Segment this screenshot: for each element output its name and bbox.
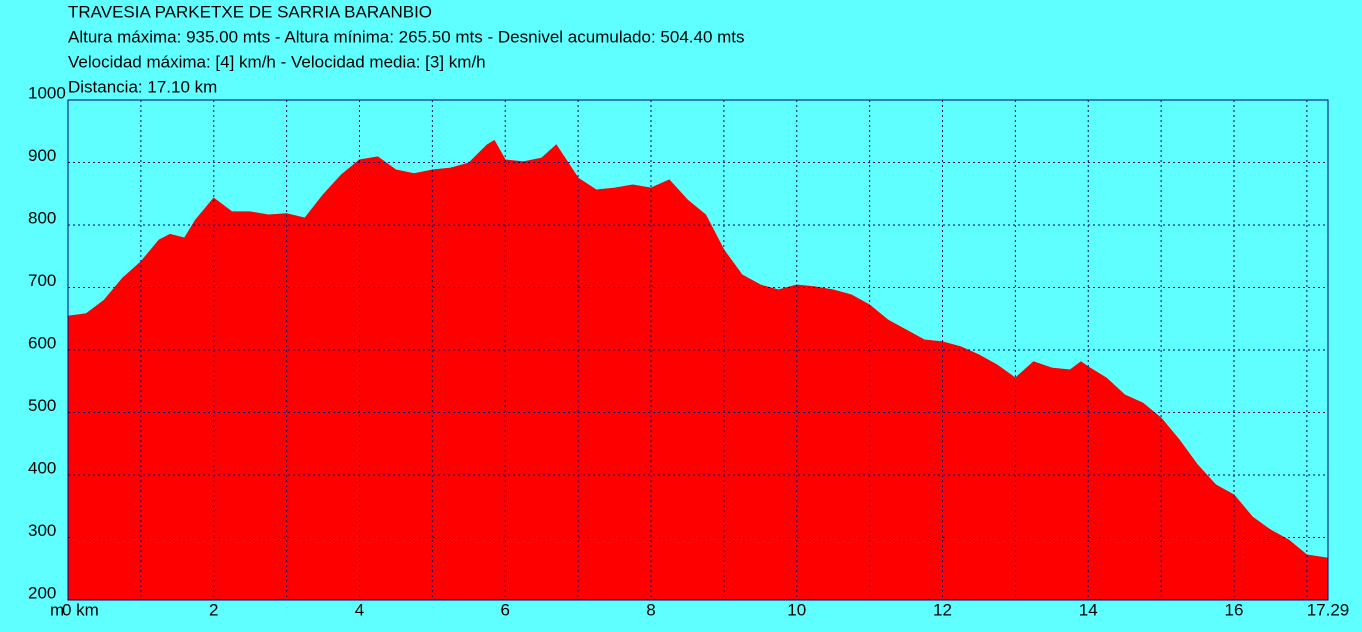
x-tick-label: 2 bbox=[209, 600, 218, 619]
y-tick-label: 1000 bbox=[28, 83, 66, 102]
x-tick-label: 17.29 bbox=[1307, 600, 1350, 619]
y-tick-label: 500 bbox=[28, 396, 56, 415]
y-tick-label: 200 bbox=[28, 583, 56, 602]
x-tick-label: 6 bbox=[501, 600, 510, 619]
subtitle: Altura máxima: 935.00 mts - Altura mínim… bbox=[68, 27, 745, 46]
y-unit: m bbox=[50, 600, 64, 619]
y-tick-label: 900 bbox=[28, 146, 56, 165]
x-tick-label: 10 bbox=[787, 600, 806, 619]
y-tick-label: 800 bbox=[28, 208, 56, 227]
x-tick-label: 0 km bbox=[62, 600, 99, 619]
y-tick-label: 300 bbox=[28, 521, 56, 540]
area bbox=[67, 139, 1329, 601]
subtitle: Velocidad máxima: [4] km/h - Velocidad m… bbox=[68, 52, 486, 71]
x-tick-label: 14 bbox=[1079, 600, 1098, 619]
plot-border bbox=[67, 99, 1329, 601]
chart-title: TRAVESIA PARKETXE DE SARRIA BARANBIO bbox=[68, 2, 432, 21]
y-tick-label: 600 bbox=[28, 333, 56, 352]
subtitle: Distancia: 17.10 km bbox=[68, 77, 217, 96]
x-tick-label: 16 bbox=[1225, 600, 1244, 619]
x-tick-label: 8 bbox=[646, 600, 655, 619]
y-tick-label: 700 bbox=[28, 271, 56, 290]
y-tick-label: 400 bbox=[28, 458, 56, 477]
x-tick-label: 12 bbox=[933, 600, 952, 619]
x-tick-label: 4 bbox=[355, 600, 364, 619]
